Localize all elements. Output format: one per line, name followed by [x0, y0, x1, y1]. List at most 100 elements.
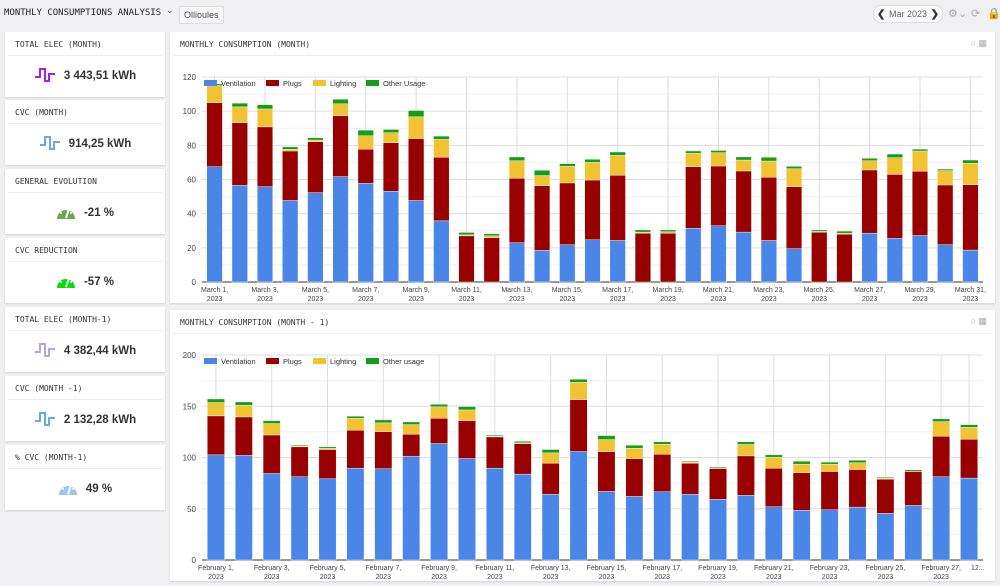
bar-segment-ventilation [886, 238, 903, 283]
bar-segment-plugs [458, 235, 475, 283]
gear-icon[interactable]: ⚙⌄ [948, 8, 968, 20]
kpi-card: TOTAL ELEC (MONTH-1) 4 382,44 kWh [5, 307, 165, 372]
bar-segment-lighting [382, 132, 399, 143]
bar-segment-other-usage [685, 150, 702, 154]
bar-segment-ventilation [513, 473, 532, 561]
bar-segment-other-usage [786, 166, 803, 169]
legend-swatch [313, 80, 326, 86]
lock-icon[interactable]: 🔒 [987, 8, 1000, 20]
bar-segment-ventilation [760, 240, 777, 283]
bar-segment-ventilation [597, 491, 616, 561]
bar-segment-ventilation [408, 200, 425, 283]
x-tick-label: February 15, [587, 565, 627, 572]
x-tick-label: March 31, [955, 287, 986, 294]
bar-segment-plugs [710, 165, 727, 226]
bar-segment-plugs [541, 462, 560, 495]
refresh-icon[interactable]: ⟳ [971, 8, 981, 20]
bar-segment-plugs [486, 436, 504, 469]
bar-segment-other-usage [681, 460, 699, 463]
bar-segment-other-usage [848, 459, 867, 464]
x-tick-label: February 1, [198, 565, 234, 572]
x-tick-label: 2023 [963, 296, 979, 303]
bar-segment-lighting [886, 157, 903, 175]
bar-segment-lighting [207, 402, 225, 417]
bar-segment-ventilation [820, 509, 839, 561]
signal-wave-icon [34, 67, 56, 86]
bar-segment-plugs [458, 420, 476, 459]
bar-segment-lighting [932, 421, 951, 437]
site-filter-button[interactable]: Ollioules [179, 6, 224, 24]
table-view-icon[interactable]: ▦ [978, 38, 987, 48]
legend-label: Ventilation [221, 79, 256, 88]
bar-segment-plugs [625, 458, 644, 497]
legend-label: Plugs [283, 357, 302, 366]
card-title: TOTAL ELEC (MONTH) [8, 32, 162, 56]
x-tick-label: 2023 [431, 574, 447, 581]
x-tick-label: 2023 [408, 296, 424, 303]
bar-segment-ventilation [584, 239, 601, 283]
bar-segment-other-usage [332, 99, 349, 105]
previous-period-button[interactable]: ❮ [877, 8, 886, 20]
bar-segment-other-usage [932, 418, 951, 422]
card-title: % CVC (MONTH-1) [8, 445, 162, 469]
bar-segment-other-usage [584, 159, 601, 163]
bar-segment-plugs [318, 449, 337, 480]
bar-segment-ventilation [346, 467, 365, 561]
chevron-down-icon[interactable]: ⌄ [166, 5, 174, 15]
x-tick-label: March 5, [302, 287, 329, 294]
x-tick-label: 2023 [376, 574, 392, 581]
bar-segment-lighting [408, 116, 425, 139]
x-tick-label: February 3, [254, 565, 290, 572]
bar-segment-other-usage [207, 398, 225, 403]
bar-segment-ventilation [534, 250, 551, 283]
bar-segment-other-usage [660, 229, 677, 232]
kpi-card: % CVC (MONTH-1) 49 % [5, 445, 165, 510]
x-tick-label: March 27, [854, 287, 885, 294]
bar-segment-ventilation [282, 200, 299, 283]
bar-segment-lighting [786, 168, 803, 187]
x-tick-label: 2023 [560, 296, 576, 303]
bar-segment-other-usage [625, 444, 644, 449]
bar-segment-other-usage [408, 110, 425, 118]
bar-segment-plugs [886, 174, 903, 239]
next-period-button[interactable]: ❯ [930, 8, 939, 20]
bar-segment-ventilation [559, 244, 576, 283]
bar-segment-ventilation [786, 248, 803, 283]
bar-segment-plugs [876, 478, 895, 514]
bar-segment-other-usage [559, 163, 576, 167]
bar-segment-ventilation [262, 473, 281, 561]
x-tick-label: March 15, [552, 287, 583, 294]
kpi-card: TOTAL ELEC (MONTH) 3 443,51 kWh [5, 32, 165, 97]
bar-segment-ventilation [207, 454, 225, 561]
x-tick-label: 2023 [509, 296, 525, 303]
bar-segment-plugs [513, 443, 532, 475]
bar-segment-lighting [960, 427, 978, 440]
signal-wave-icon [34, 342, 56, 361]
gauge-icon [56, 204, 76, 223]
card-value: -57 % [83, 276, 115, 288]
x-tick-label: 2023 [811, 296, 827, 303]
card-value: 2 132,28 kWh [63, 414, 137, 426]
card-title: GENERAL EVOLUTION [8, 169, 162, 193]
circle-icon[interactable]: ○ [970, 38, 976, 48]
bar-segment-ventilation [735, 231, 752, 283]
bar-segment-plugs [402, 434, 421, 457]
bar-segment-other-usage [458, 406, 476, 411]
stacked-bar-chart: 0 50 100 150 200 February 1, 2023 February 3, 20… [183, 351, 985, 581]
bar-segment-other-usage [597, 435, 616, 440]
x-tick-label: 2023 [822, 574, 838, 581]
bar-segment-plugs [483, 237, 500, 283]
bar-segment-plugs [408, 138, 425, 201]
bar-segment-plugs [960, 438, 978, 479]
table-view-icon[interactable]: ▦ [978, 316, 987, 326]
x-tick-label: March 7, [352, 287, 379, 294]
bar-segment-ventilation [932, 476, 951, 561]
bar-segment-other-usage [653, 441, 672, 445]
circle-icon[interactable]: ○ [970, 316, 976, 326]
bar-segment-other-usage [318, 446, 337, 449]
bar-segment-lighting [346, 418, 365, 431]
bar-segment-other-usage [374, 419, 393, 424]
x-tick-label: 2023 [761, 296, 777, 303]
x-tick-label: 2023 [257, 296, 273, 303]
bar-segment-other-usage [760, 157, 777, 162]
